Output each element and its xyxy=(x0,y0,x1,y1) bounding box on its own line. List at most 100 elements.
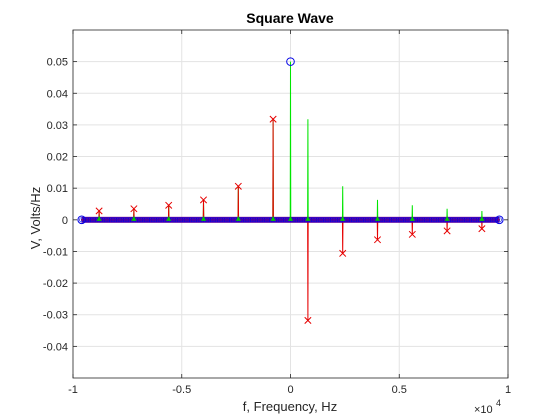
baseline-point xyxy=(119,217,125,223)
harmonic-marker xyxy=(479,215,485,221)
baseline-point xyxy=(115,217,121,223)
baseline-point xyxy=(314,217,320,223)
y-tick-label: -0.02 xyxy=(43,278,68,290)
baseline-point xyxy=(225,217,231,223)
baseline-point xyxy=(247,217,253,223)
baseline-point xyxy=(84,217,90,223)
y-tick-label: 0.03 xyxy=(47,120,68,132)
baseline-point xyxy=(117,217,123,223)
red-x-marker xyxy=(408,230,416,238)
baseline-point xyxy=(465,217,471,223)
baseline-point xyxy=(294,217,300,223)
baseline-point xyxy=(176,217,182,223)
baseline-point xyxy=(298,217,304,223)
baseline-point xyxy=(249,217,255,223)
baseline-point xyxy=(355,217,361,223)
baseline-point xyxy=(357,217,363,223)
baseline-point xyxy=(399,217,405,223)
baseline-point xyxy=(427,217,433,223)
baseline-point xyxy=(86,217,92,223)
baseline-point xyxy=(329,217,335,223)
baseline-point xyxy=(160,217,166,223)
baseline-point xyxy=(173,217,179,223)
baseline-point xyxy=(293,217,299,223)
baseline-point xyxy=(489,217,495,223)
baseline-point xyxy=(368,217,374,223)
baseline-point xyxy=(460,217,466,223)
x-tick-label: 1 xyxy=(505,384,511,396)
baseline-point xyxy=(126,217,132,223)
plot-axes: -1 -0.5 0 0.5 1 -0.04 -0.03 -0.02 -0.01 0 0.01 0.02… xyxy=(43,29,511,396)
baseline-point xyxy=(461,217,467,223)
baseline-point xyxy=(180,217,186,223)
baseline-point xyxy=(261,217,267,223)
baseline-point xyxy=(352,217,358,223)
blue-circle-marker xyxy=(77,215,86,225)
red-x-marker xyxy=(234,182,242,190)
baseline-point xyxy=(190,217,196,223)
baseline-point xyxy=(470,217,476,223)
x-tick-label: -1 xyxy=(68,384,78,396)
y-axis-label: V, Volts/Hz xyxy=(28,187,43,249)
baseline-point xyxy=(282,217,288,223)
y-tick-label: 0.04 xyxy=(47,88,68,100)
baseline-point xyxy=(434,217,440,223)
baseline-point xyxy=(468,217,474,223)
baseline-point xyxy=(110,217,116,223)
baseline-point xyxy=(188,217,194,223)
baseline-point xyxy=(401,217,407,223)
baseline-point xyxy=(159,217,165,223)
baseline-point xyxy=(227,217,233,223)
baseline-point xyxy=(112,217,118,223)
baseline-point xyxy=(354,217,360,223)
baseline-point xyxy=(207,217,213,223)
baseline-point xyxy=(456,217,462,223)
baseline-point xyxy=(138,217,144,223)
baseline-point xyxy=(242,217,248,223)
baseline-point xyxy=(319,217,325,223)
blue-circle-marker xyxy=(286,57,295,66)
baseline-point xyxy=(404,217,410,223)
baseline-point xyxy=(152,217,158,223)
red-x-marker xyxy=(304,316,312,324)
baseline-point xyxy=(418,217,424,223)
baseline-point xyxy=(114,217,120,223)
baseline-point xyxy=(467,217,473,223)
baseline-point xyxy=(439,217,445,223)
baseline-point xyxy=(437,217,443,223)
baseline-point xyxy=(154,217,160,223)
baseline-point xyxy=(387,217,393,223)
y-tick-label: -0.01 xyxy=(43,246,68,258)
baseline-point xyxy=(214,217,220,223)
harmonic-marker xyxy=(270,215,276,221)
baseline-point xyxy=(415,217,421,223)
baseline-point xyxy=(361,217,367,223)
baseline-point xyxy=(326,217,332,223)
harmonic-marker xyxy=(96,215,102,221)
baseline-point xyxy=(254,217,260,223)
baseline-point xyxy=(148,217,154,223)
baseline-point xyxy=(101,217,107,223)
baseline-point xyxy=(425,217,431,223)
baseline-point xyxy=(263,217,269,223)
baseline-point xyxy=(185,217,191,223)
baseline-point xyxy=(150,217,156,223)
baseline-point xyxy=(315,217,321,223)
baseline-point xyxy=(491,217,497,223)
baseline-point xyxy=(312,217,318,223)
baseline-point xyxy=(211,217,217,223)
baseline-point xyxy=(472,217,478,223)
baseline-point xyxy=(397,217,403,223)
baseline-point xyxy=(256,217,262,223)
baseline-point xyxy=(79,217,85,223)
baseline-point xyxy=(178,217,184,223)
baseline-point xyxy=(359,217,365,223)
baseline-point xyxy=(421,217,427,223)
baseline-point xyxy=(395,217,401,223)
baseline-point xyxy=(388,217,394,223)
baseline-point xyxy=(218,217,224,223)
red-x-marker xyxy=(478,225,486,233)
baseline-point xyxy=(296,217,302,223)
baseline-point xyxy=(366,217,372,223)
